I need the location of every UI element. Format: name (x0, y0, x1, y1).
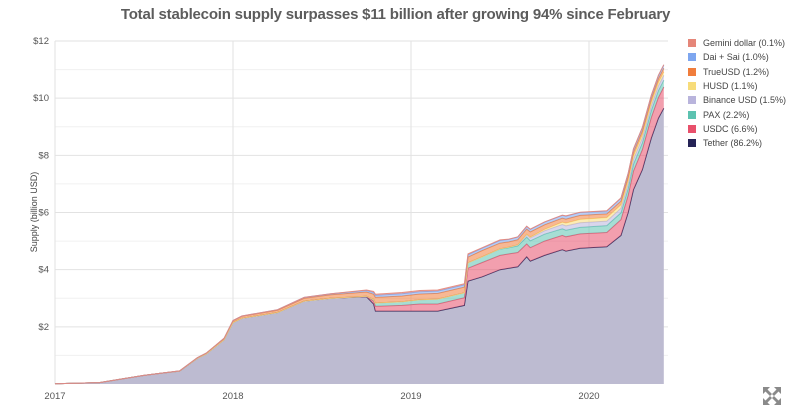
y-tick-label: $6 (38, 208, 49, 219)
area-tether[interactable] (55, 108, 664, 384)
y-tick-label: $4 (38, 265, 49, 276)
legend-label: Dai + Sai (1.0%) (703, 52, 769, 63)
area-dai-sai[interactable] (55, 65, 664, 384)
legend-label: PAX (2.2%) (703, 109, 750, 120)
y-axis-label: Supply (billion USD) (29, 172, 39, 253)
legend: Gemini dollar (0.1%) Dai + Sai (1.0%) True… (688, 36, 786, 150)
legend-label: Gemini dollar (0.1%) (703, 38, 786, 49)
legend-swatch (688, 53, 696, 62)
legend-swatch (688, 110, 696, 119)
y-tick-label: $2 (38, 322, 49, 333)
legend-item[interactable]: Tether (86.2%) (688, 136, 786, 150)
legend-swatch (688, 39, 696, 48)
y-tick-label: $10 (33, 93, 49, 104)
legend-item[interactable]: HUSD (1.1%) (688, 79, 786, 93)
x-tick-label: 2019 (400, 391, 421, 402)
legend-label: TrueUSD (1.2%) (703, 66, 770, 77)
legend-label: HUSD (1.1%) (703, 81, 758, 92)
legend-label: USDC (6.6%) (703, 123, 758, 134)
legend-label: Tether (86.2%) (703, 138, 763, 149)
y-tick-label: $12 (33, 36, 49, 47)
legend-swatch (688, 67, 696, 76)
legend-swatch (688, 96, 696, 105)
x-axis-ticks: 2017 2018 2019 2020 (44, 391, 599, 402)
y-tick-label: $8 (38, 150, 49, 161)
y-axis-ticks: $2 $4 $6 $8 $10 $12 (33, 36, 49, 333)
legend-swatch (688, 124, 696, 133)
legend-swatch (688, 139, 696, 148)
line-gemini-dollar (54, 64, 665, 385)
x-tick-label: 2018 (222, 391, 243, 402)
legend-item[interactable]: Dai + Sai (1.0%) (688, 50, 786, 64)
legend-item[interactable]: PAX (2.2%) (688, 107, 786, 121)
chart-title: Total stablecoin supply surpasses $11 bi… (120, 6, 671, 23)
expand-arrows-icon[interactable] (763, 387, 781, 405)
legend-item[interactable]: Gemini dollar (0.1%) (688, 36, 786, 50)
legend-item[interactable]: Binance USD (1.5%) (688, 93, 786, 107)
legend-swatch (688, 82, 696, 91)
x-tick-label: 2020 (578, 391, 599, 402)
legend-label: Binance USD (1.5%) (703, 95, 787, 106)
legend-item[interactable]: TrueUSD (1.2%) (688, 65, 786, 79)
x-tick-label: 2017 (44, 391, 65, 402)
series-areas (54, 64, 665, 385)
legend-item[interactable]: USDC (6.6%) (688, 122, 786, 136)
